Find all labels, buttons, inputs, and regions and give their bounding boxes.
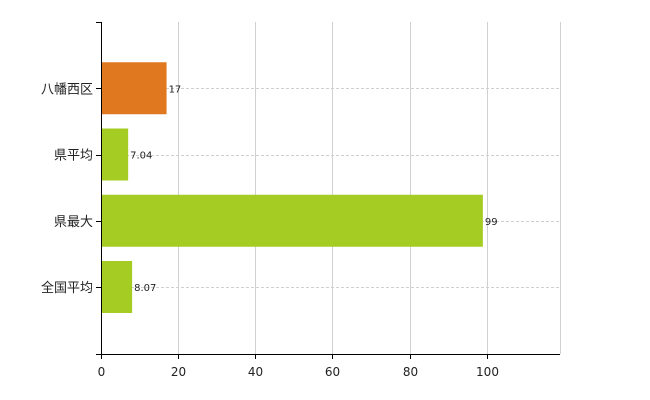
x-tick-label: 40 — [248, 365, 263, 379]
x-tick-label: 60 — [325, 365, 340, 379]
data-label: 8.07 — [134, 283, 156, 294]
category-label: 八幡西区 — [41, 82, 93, 97]
axes — [96, 22, 560, 359]
grid-lines — [101, 22, 561, 354]
x-tick-label: 20 — [171, 365, 186, 379]
category-label: 県平均 — [54, 149, 93, 164]
data-label: 99 — [485, 217, 498, 228]
x-tick-label: 100 — [476, 365, 499, 379]
x-tick-label: 80 — [403, 365, 418, 379]
bar — [101, 62, 167, 115]
bars — [101, 62, 483, 313]
data-label: 17 — [169, 84, 182, 95]
bar — [101, 128, 129, 181]
bar — [101, 261, 133, 313]
x-tick-label: 0 — [98, 365, 106, 379]
labels: 17 八幡西区 7.04 県平均 99 県最大 8.07 全国平均 0 20 40 60 80 100 — [41, 82, 499, 379]
bar — [101, 194, 483, 247]
data-label: 7.04 — [130, 151, 152, 162]
category-label: 全国平均 — [41, 280, 93, 296]
category-label: 県最大 — [54, 215, 93, 230]
